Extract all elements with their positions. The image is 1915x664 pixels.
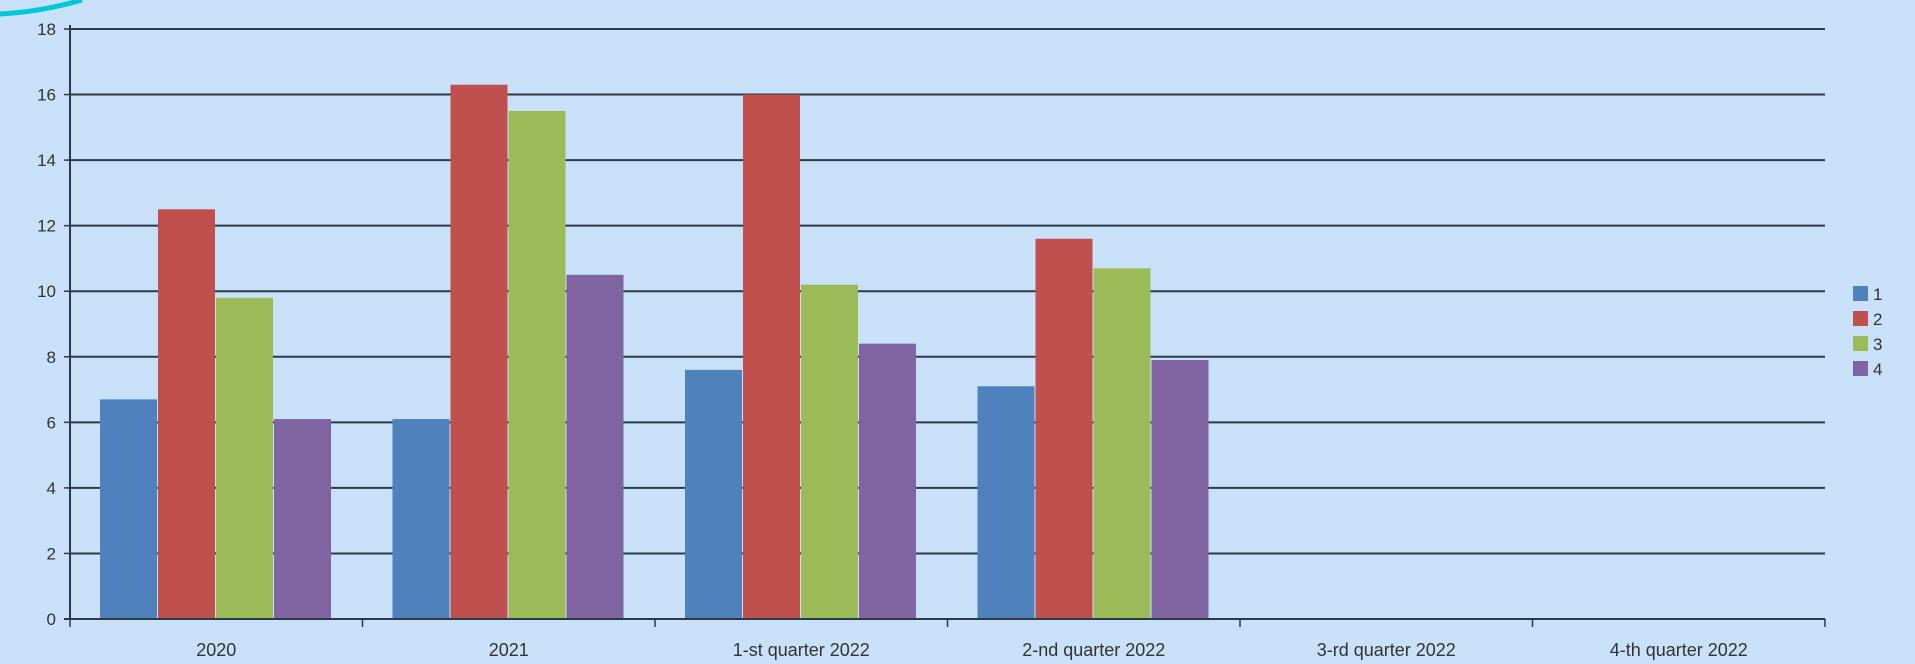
bar-series-3-4 (1093, 268, 1151, 619)
y-tick-label: 2 (47, 544, 56, 563)
y-tick-label: 0 (47, 610, 56, 629)
x-category-label: 2-nd quarter 2022 (1022, 640, 1165, 660)
y-tick-label: 12 (37, 217, 56, 236)
x-category-label: 4-th quarter 2022 (1610, 640, 1748, 660)
legend-label-4: 4 (1873, 360, 1882, 379)
bars (100, 84, 1209, 620)
axes: 0 2 4 6 8 10 12 14 16 18 2020 2021 1-st quarter 2022… (37, 20, 1826, 660)
y-tick-label: 6 (47, 413, 56, 432)
x-category-label: 2020 (196, 640, 236, 660)
y-tick-label: 4 (47, 479, 56, 498)
bar-series-4-4 (1151, 360, 1209, 619)
y-tick-label: 8 (47, 348, 56, 367)
bar-series-1-3 (685, 369, 742, 619)
bar-series-4-3 (859, 343, 916, 619)
x-category-label: 2021 (489, 640, 529, 660)
bar-series-4-2 (566, 274, 624, 619)
bar-series-1-4 (977, 386, 1035, 619)
bar-series-2-1 (158, 209, 215, 619)
y-tick-label: 14 (37, 151, 56, 170)
bar-series-1-2 (392, 419, 450, 619)
y-tick-label: 18 (37, 20, 56, 39)
bar-series-3-3 (801, 284, 858, 619)
legend: 1 2 3 4 (1853, 285, 1882, 379)
bar-series-1-1 (100, 399, 157, 619)
bar-series-2-2 (450, 84, 508, 619)
bar-series-3-1 (216, 297, 273, 619)
legend-swatch-3 (1853, 336, 1868, 351)
legend-label-3: 3 (1873, 335, 1882, 354)
legend-label-2: 2 (1873, 310, 1882, 329)
y-tick-label: 10 (37, 282, 56, 301)
legend-swatch-1 (1853, 286, 1868, 301)
legend-swatch-2 (1853, 311, 1868, 326)
legend-swatch-4 (1853, 361, 1868, 376)
bar-series-2-4 (1035, 238, 1093, 619)
x-category-label: 3-rd quarter 2022 (1317, 640, 1456, 660)
x-category-label: 1-st quarter 2022 (733, 640, 870, 660)
legend-label-1: 1 (1873, 285, 1882, 304)
gridlines (70, 28, 1825, 555)
y-tick-label: 16 (37, 86, 56, 105)
corner-swoosh-decoration (0, 0, 83, 17)
bar-series-4-1 (274, 419, 331, 619)
bar-series-3-2 (508, 110, 566, 619)
bar-series-2-3 (743, 94, 800, 620)
